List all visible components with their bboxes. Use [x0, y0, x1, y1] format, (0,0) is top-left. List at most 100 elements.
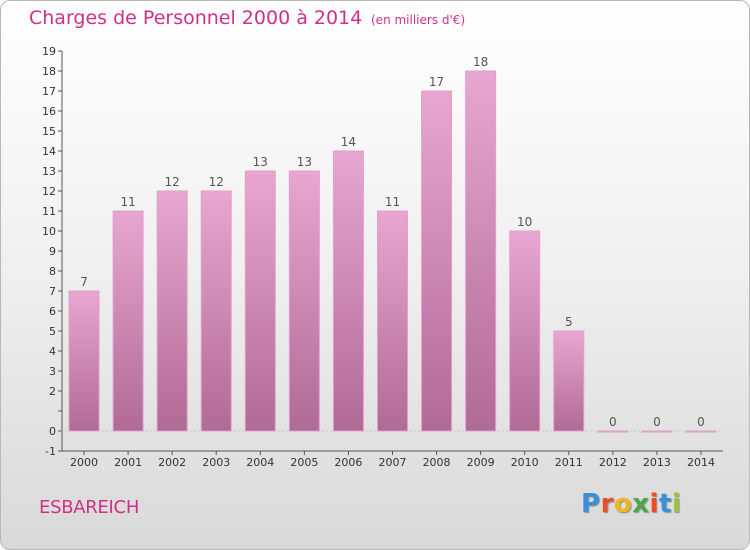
y-tick-label: 10 — [42, 225, 56, 238]
x-tick-label-2001: 2001 — [114, 456, 142, 469]
bar-2013 — [641, 430, 673, 433]
x-tick: 2006 — [334, 451, 362, 469]
data-label-2000: 7 — [80, 275, 88, 289]
y-tick: 9 — [49, 245, 62, 258]
logo-letter: x — [632, 489, 650, 519]
data-label-2003: 12 — [209, 175, 224, 189]
x-tick: 2007 — [379, 451, 407, 469]
bar-2004 — [244, 170, 276, 432]
x-tick: 2009 — [467, 451, 495, 469]
data-label-2006: 14 — [341, 135, 356, 149]
proxiti-logo[interactable]: Proxiti — [581, 489, 681, 519]
chart-subtitle: (en milliers d'€) — [371, 13, 466, 27]
data-label-2001: 11 — [120, 195, 135, 209]
y-tick-label: 14 — [42, 145, 56, 158]
chart-title: Charges de Personnel 2000 à 2014 — [29, 7, 363, 29]
x-tick: 2014 — [687, 451, 715, 469]
x-tick-label-2014: 2014 — [687, 456, 715, 469]
x-tick-label-2000: 2000 — [70, 456, 98, 469]
logo-letter: r — [600, 489, 614, 519]
bar-2007 — [377, 210, 408, 432]
chart-axes: -1 0 2 3 4 5 6 7 8 9 10 11 12 13 14 15 16 17 18 19 2000 2001 2… — [42, 45, 723, 469]
bar-2002 — [156, 190, 188, 432]
y-tick: 15 — [42, 125, 62, 138]
bar-2001 — [112, 210, 144, 432]
x-tick: 2003 — [202, 451, 230, 469]
bar-2003 — [200, 190, 232, 432]
y-tick-label: 4 — [49, 345, 56, 358]
x-tick-label-2012: 2012 — [599, 456, 627, 469]
data-label-2004: 13 — [253, 155, 268, 169]
logo-letter: i — [649, 489, 659, 519]
x-tick-label-2008: 2008 — [423, 456, 451, 469]
x-tick-label-2010: 2010 — [511, 456, 539, 469]
bar-2005 — [288, 170, 320, 432]
y-tick-label: 8 — [49, 265, 56, 278]
y-tick-label: 19 — [42, 45, 56, 58]
y-tick: 6 — [49, 305, 62, 318]
y-tick-label: 9 — [49, 245, 56, 258]
chart-data-labels: 7 11 12 12 13 13 14 11 17 18 10 5 0 0 0 — [80, 55, 705, 429]
x-tick-label-2002: 2002 — [158, 456, 186, 469]
x-tick-label-2003: 2003 — [202, 456, 230, 469]
x-tick: 2002 — [158, 451, 186, 469]
logo-letter: o — [613, 489, 633, 519]
x-tick-label-2005: 2005 — [290, 456, 318, 469]
y-tick: 13 — [42, 165, 62, 178]
logo-letter: t — [658, 489, 672, 519]
x-tick: 2004 — [246, 451, 274, 469]
x-tick: 2013 — [643, 451, 671, 469]
data-label-2008: 17 — [429, 75, 444, 89]
bar-2000 — [68, 290, 100, 432]
y-tick: 16 — [42, 105, 62, 118]
y-tick-label: 16 — [42, 105, 56, 118]
x-tick-label-2004: 2004 — [246, 456, 274, 469]
y-tick-label: 12 — [42, 185, 56, 198]
bar-2008 — [421, 90, 453, 432]
y-tick: 3 — [49, 365, 62, 378]
data-label-2009: 18 — [473, 55, 488, 69]
x-tick-label-2011: 2011 — [555, 456, 583, 469]
x-tick-label-2007: 2007 — [379, 456, 407, 469]
x-tick: 2011 — [555, 451, 583, 469]
y-tick: 10 — [42, 225, 62, 238]
x-tick-label-2013: 2013 — [643, 456, 671, 469]
x-tick: 2010 — [511, 451, 539, 469]
y-tick-label: 17 — [42, 85, 56, 98]
x-tick-label-2009: 2009 — [467, 456, 495, 469]
bar-2009 — [465, 70, 497, 432]
bar-2014 — [685, 430, 717, 433]
y-tick: 11 — [42, 205, 62, 218]
logo-letter: P — [581, 489, 601, 519]
data-label-2012: 0 — [609, 415, 617, 429]
y-tick: 5 — [49, 325, 62, 338]
y-tick: 7 — [49, 285, 62, 298]
data-label-2007: 11 — [385, 195, 400, 209]
bar-2006 — [332, 150, 364, 432]
bar-2012 — [597, 430, 629, 433]
y-tick-label: -1 — [45, 445, 56, 458]
bar-2010 — [509, 230, 541, 432]
y-tick: 4 — [49, 345, 62, 358]
y-tick-label: 3 — [49, 365, 56, 378]
y-tick: 17 — [42, 85, 62, 98]
y-tick-label: 0 — [49, 425, 56, 438]
x-tick: 2005 — [290, 451, 318, 469]
bar-2011 — [553, 330, 585, 432]
y-tick: 2 — [49, 385, 62, 398]
y-tick-label: 15 — [42, 125, 56, 138]
y-tick-label: 13 — [42, 165, 56, 178]
y-tick: 18 — [42, 65, 62, 78]
data-label-2010: 10 — [517, 215, 532, 229]
y-tick: 14 — [42, 145, 62, 158]
data-label-2005: 13 — [297, 155, 312, 169]
y-tick-label: 18 — [42, 65, 56, 78]
x-tick: 2001 — [114, 451, 142, 469]
y-tick: 0 — [49, 425, 62, 438]
x-tick: 2008 — [423, 451, 451, 469]
data-label-2011: 5 — [565, 315, 573, 329]
y-tick: -1 — [45, 445, 62, 458]
chart-bars — [68, 70, 717, 433]
data-label-2014: 0 — [697, 415, 705, 429]
